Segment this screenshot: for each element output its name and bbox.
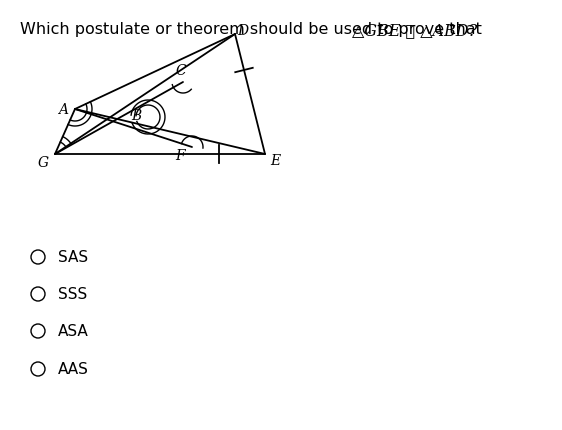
Text: SAS: SAS — [58, 250, 88, 265]
Text: C: C — [176, 64, 187, 78]
Text: △GBE ≅ △ABD?: △GBE ≅ △ABD? — [352, 22, 477, 39]
Text: Which postulate or theorem should be used to prove that: Which postulate or theorem should be use… — [20, 22, 487, 37]
Text: D: D — [237, 24, 248, 38]
Text: G: G — [38, 156, 48, 169]
Text: B: B — [131, 109, 141, 123]
Text: SSS: SSS — [58, 287, 87, 302]
Text: A: A — [58, 103, 68, 117]
Text: ASA: ASA — [58, 324, 89, 339]
Text: F: F — [175, 149, 185, 163]
Text: E: E — [270, 154, 280, 168]
Text: AAS: AAS — [58, 362, 89, 377]
